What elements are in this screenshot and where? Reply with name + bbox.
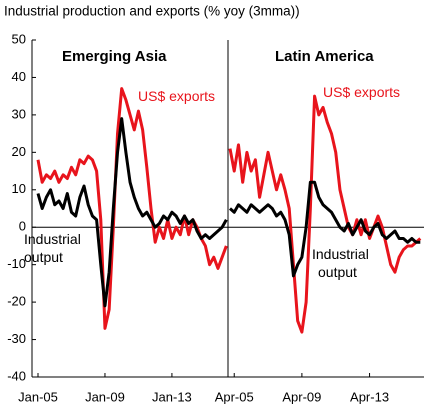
y-tick-label: -20	[7, 294, 26, 309]
chart-title: Industrial production and exports (% yoy…	[4, 4, 300, 19]
annotation-line: output	[318, 264, 357, 280]
series-line	[36, 87, 228, 330]
annotation-line: Industrial	[24, 231, 81, 247]
annotation: US$ exports	[138, 88, 215, 104]
y-tick-label: 20	[12, 144, 26, 159]
annotation-line: US$ exports	[323, 84, 400, 100]
x-tick-label: Jan-09	[85, 389, 125, 404]
y-tick-label: 30	[12, 106, 26, 121]
y-tick-label: -10	[7, 256, 26, 271]
annotation: Industrial output	[24, 231, 81, 265]
y-tick-label: 10	[12, 181, 26, 196]
annotation-line: Industrial	[312, 246, 369, 262]
y-tick-label: 0	[19, 219, 26, 234]
annotation: Industrial output	[312, 246, 369, 280]
annotation: US$ exports	[323, 84, 400, 100]
y-tick-label: 40	[12, 69, 26, 84]
x-tick-label: Apr-13	[350, 389, 389, 404]
series-line	[229, 180, 421, 278]
series-line	[36, 117, 228, 308]
annotation-line: US$ exports	[138, 88, 215, 104]
series-line	[228, 94, 422, 334]
y-tick-label: -40	[7, 368, 26, 383]
annotation-line: output	[24, 249, 63, 265]
x-tick-label: Apr-05	[215, 389, 254, 404]
panel-title: Latin America	[275, 48, 374, 65]
y-tick-label: 50	[12, 31, 26, 46]
x-tick-label: Apr-09	[282, 389, 321, 404]
panel-title: Emerging Asia	[62, 48, 167, 65]
x-tick-label: Jan-05	[18, 389, 58, 404]
y-tick-label: -30	[7, 331, 26, 346]
x-tick-label: Jan-13	[152, 389, 192, 404]
